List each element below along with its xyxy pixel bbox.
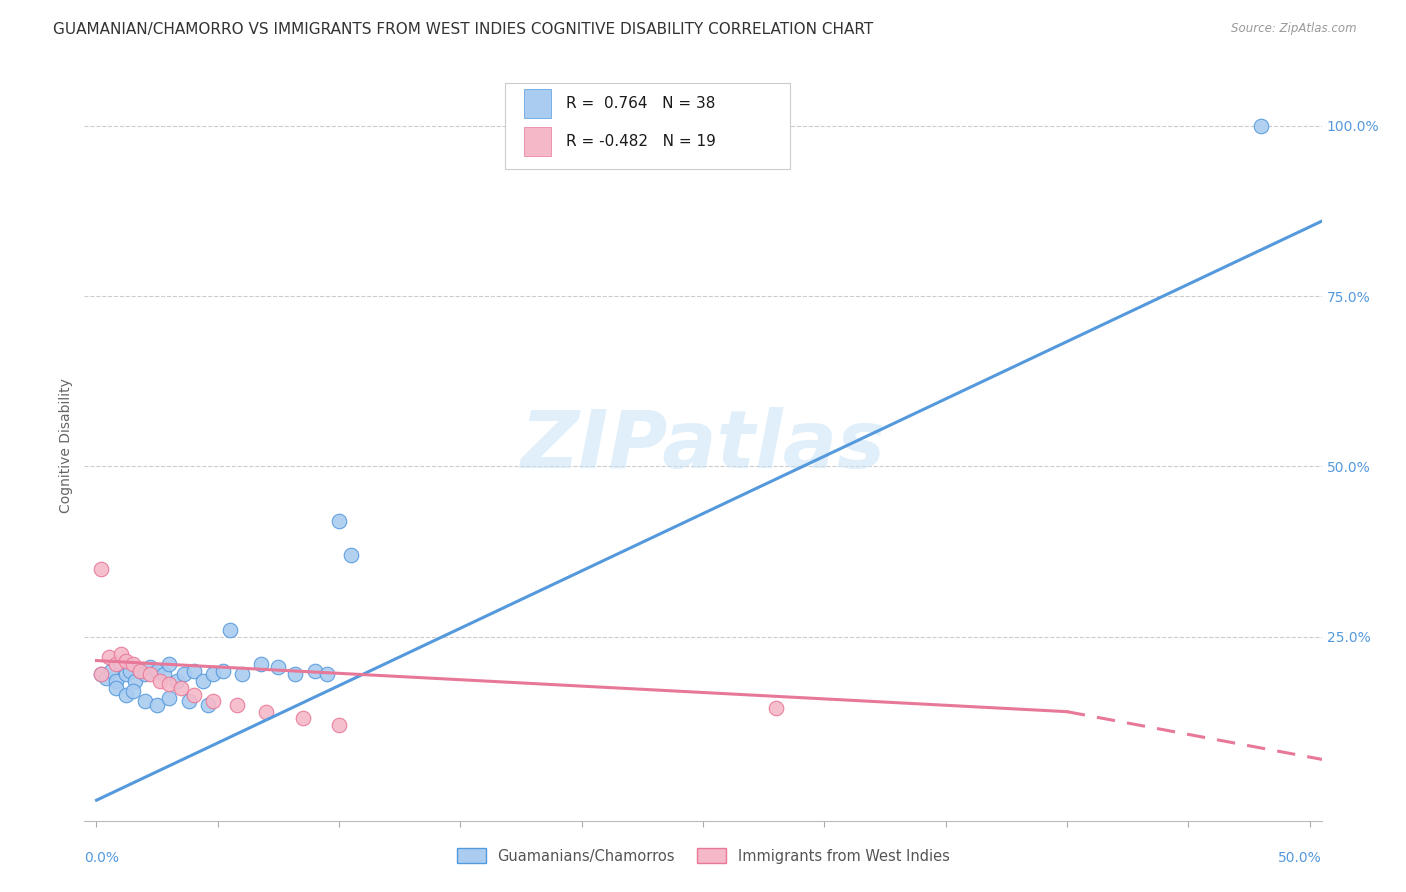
Point: [114, 688, 136, 702]
Text: R =  0.764   N = 38: R = 0.764 N = 38: [565, 96, 716, 112]
Text: Source: ZipAtlas.com: Source: ZipAtlas.com: [1232, 22, 1357, 36]
Point: [129, 664, 152, 678]
Point: [211, 664, 233, 678]
Point: [96, 671, 118, 685]
Point: [250, 657, 273, 671]
Point: [267, 660, 290, 674]
Point: [173, 667, 195, 681]
Point: [104, 657, 127, 671]
Point: [122, 684, 145, 698]
Text: 50.0%: 50.0%: [1278, 851, 1322, 865]
Point: [124, 673, 146, 688]
Point: [157, 657, 180, 671]
Point: [183, 664, 205, 678]
Point: [170, 681, 193, 695]
Point: [304, 664, 326, 678]
Point: [284, 667, 307, 681]
Point: [114, 654, 136, 668]
Point: [139, 667, 162, 681]
Point: [134, 694, 156, 708]
FancyBboxPatch shape: [523, 127, 551, 155]
Point: [148, 673, 170, 688]
Point: [254, 705, 277, 719]
Point: [110, 647, 132, 661]
Point: [166, 673, 188, 688]
Point: [129, 664, 152, 678]
Point: [90, 561, 112, 575]
Legend: Guamanians/Chamorros, Immigrants from West Indies: Guamanians/Chamorros, Immigrants from We…: [451, 842, 955, 870]
Point: [146, 698, 169, 712]
Point: [110, 657, 132, 671]
Text: 0.0%: 0.0%: [84, 851, 120, 865]
Text: GUAMANIAN/CHAMORRO VS IMMIGRANTS FROM WEST INDIES COGNITIVE DISABILITY CORRELATI: GUAMANIAN/CHAMORRO VS IMMIGRANTS FROM WE…: [53, 22, 873, 37]
Point: [201, 694, 224, 708]
Text: R = -0.482   N = 19: R = -0.482 N = 19: [565, 134, 716, 149]
Point: [340, 548, 363, 562]
Point: [146, 664, 169, 678]
Point: [177, 694, 200, 708]
Point: [90, 667, 112, 681]
Point: [183, 688, 205, 702]
Point: [316, 667, 339, 681]
Point: [122, 657, 145, 671]
Point: [104, 673, 127, 688]
Point: [231, 667, 253, 681]
Point: [104, 681, 127, 695]
Point: [226, 698, 249, 712]
Point: [153, 667, 176, 681]
Point: [120, 664, 142, 678]
Point: [328, 514, 350, 528]
Point: [157, 691, 180, 706]
Point: [291, 711, 314, 725]
Point: [193, 673, 215, 688]
Point: [100, 664, 122, 678]
Point: [114, 667, 136, 681]
Text: ZIPatlas: ZIPatlas: [520, 407, 886, 485]
Point: [134, 667, 156, 681]
Point: [197, 698, 219, 712]
Point: [219, 623, 242, 637]
Point: [97, 650, 120, 665]
Point: [139, 660, 162, 674]
FancyBboxPatch shape: [523, 89, 551, 118]
Y-axis label: Cognitive Disability: Cognitive Disability: [59, 378, 73, 514]
Point: [157, 677, 180, 691]
Point: [90, 667, 112, 681]
Point: [765, 701, 787, 715]
Point: [201, 667, 224, 681]
Point: [1250, 119, 1272, 133]
FancyBboxPatch shape: [505, 83, 790, 169]
Point: [328, 718, 350, 732]
